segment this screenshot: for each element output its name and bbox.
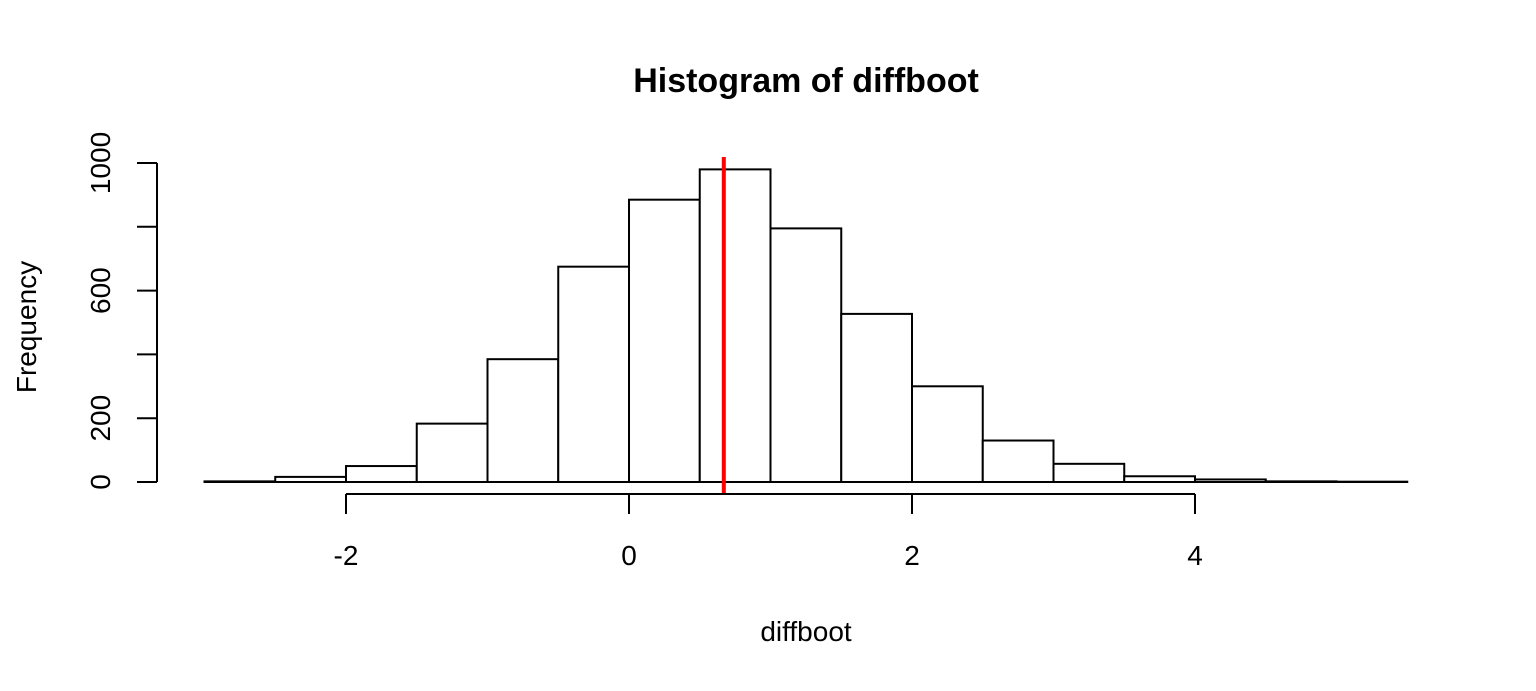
y-tick-label: 0 (85, 474, 116, 490)
y-tick-label: 1000 (85, 132, 116, 194)
histogram-bar-13 (1123, 475, 1196, 483)
histogram-bar-5 (557, 265, 630, 483)
x-axis-label: diffboot (760, 616, 852, 647)
histogram-bar-9 (840, 312, 913, 483)
x-tick-label: 4 (1187, 540, 1203, 571)
histogram-bar-2 (345, 465, 418, 483)
bars-group (203, 168, 1409, 483)
histogram-bar-3 (415, 422, 489, 483)
histogram-bar-1 (274, 475, 347, 483)
y-tick-label: 200 (85, 395, 116, 442)
x-axis: -2 0 2 4 (334, 493, 1203, 571)
y-tick-label: 600 (85, 267, 116, 314)
histogram-bar-6 (628, 198, 701, 483)
histogram-bar-8 (769, 227, 843, 483)
x-tick-label: 0 (621, 540, 637, 571)
x-tick-label: 2 (904, 540, 920, 571)
histogram-bar-14 (1194, 478, 1267, 483)
histogram-bar-12 (1052, 462, 1126, 483)
chart-title: Histogram of diffboot (633, 62, 979, 100)
histogram-bar-11 (981, 439, 1055, 483)
histogram-bar-10 (911, 385, 984, 483)
x-tick-label: -2 (334, 540, 359, 571)
histogram-bar-15 (1264, 480, 1338, 483)
histogram-bar-4 (486, 358, 560, 483)
y-axis: 0 200 600 1000 (85, 132, 158, 490)
histogram-bar-0 (203, 480, 277, 483)
histogram-bar-7 (698, 168, 772, 483)
y-axis-label: Frequency (11, 261, 42, 393)
